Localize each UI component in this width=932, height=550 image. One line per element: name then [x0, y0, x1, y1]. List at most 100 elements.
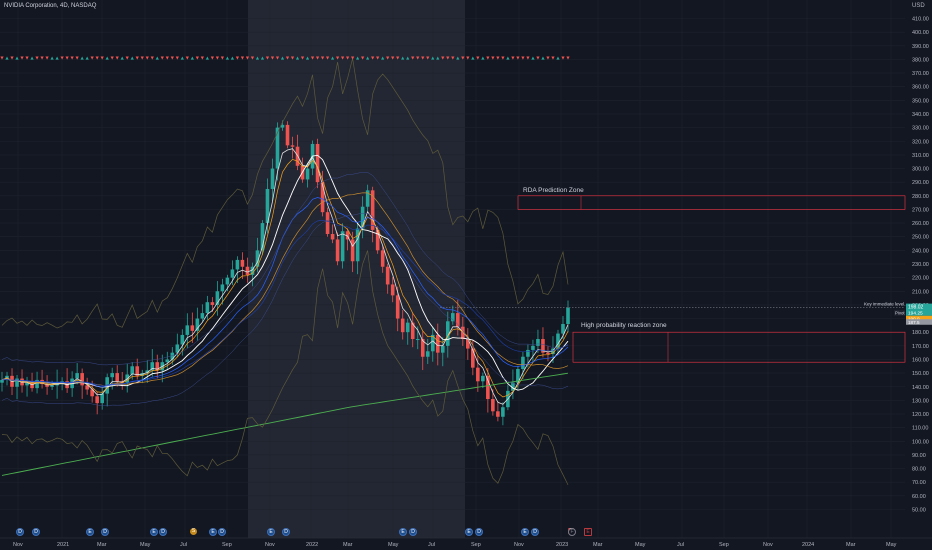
dividend-event-icon[interactable]: D — [531, 528, 539, 536]
signal-marker — [486, 56, 490, 60]
pivot-tag-label: Pivot — [895, 311, 905, 316]
earnings-event-icon[interactable]: E — [209, 528, 217, 536]
y-tick-label: 250.00 — [912, 235, 929, 241]
signal-marker — [526, 56, 530, 60]
signal-marker — [280, 56, 285, 60]
signal-marker — [60, 56, 64, 60]
dividend-event-icon[interactable]: D — [409, 528, 417, 536]
y-tick-label: 380.00 — [912, 57, 929, 63]
candle — [0, 379, 4, 383]
signal-marker — [230, 56, 235, 60]
candle — [240, 259, 245, 267]
y-tick-label: 370.00 — [912, 71, 929, 77]
candle — [561, 324, 565, 334]
dividend-event-icon[interactable]: D — [32, 528, 40, 536]
signal-marker — [115, 56, 119, 60]
price-badge — [906, 315, 932, 322]
dividend-event-icon[interactable]: D — [282, 528, 290, 536]
signal-marker — [426, 56, 430, 60]
signal-marker — [516, 56, 520, 60]
candle — [110, 373, 114, 378]
band-inner-lower-line — [1, 213, 569, 407]
signal-marker — [55, 56, 59, 60]
split-event-icon[interactable]: S — [190, 528, 197, 535]
future-event-icon[interactable]: F — [568, 528, 576, 536]
candle — [290, 145, 295, 147]
candle — [250, 266, 255, 275]
signal-marker — [40, 56, 44, 60]
signal-marker — [265, 56, 270, 60]
dividend-event-icon[interactable]: D — [218, 528, 226, 536]
y-tick-label: 60.00 — [912, 494, 926, 500]
signal-marker — [496, 56, 500, 60]
ema-blue-line — [1, 197, 569, 388]
x-tick-label: Mar — [593, 542, 603, 548]
signal-marker — [511, 56, 515, 60]
candles — [0, 120, 570, 426]
candle — [476, 367, 480, 382]
y-tick-label: 110.00 — [912, 426, 928, 432]
candle — [445, 321, 450, 346]
candle — [551, 348, 555, 355]
candle — [375, 229, 380, 251]
signal-marker — [551, 56, 555, 60]
signal-marker — [310, 56, 315, 60]
dividend-event-icon[interactable]: D — [16, 528, 24, 536]
signal-marker — [85, 56, 89, 60]
signal-marker — [361, 56, 365, 60]
signal-marker — [65, 56, 69, 60]
earnings-event-icon[interactable]: E — [521, 528, 529, 536]
candle — [185, 325, 190, 335]
signal-marker — [561, 56, 565, 60]
x-tick-label: Nov — [265, 542, 275, 548]
signal-marker — [521, 56, 525, 60]
dividend-event-icon[interactable]: D — [159, 528, 167, 536]
signal-marker — [120, 56, 124, 60]
earnings-event-icon[interactable]: E — [465, 528, 473, 536]
signal-marker — [95, 56, 99, 60]
signal-marker — [45, 56, 49, 60]
earnings-event-icon[interactable]: E — [86, 528, 94, 536]
signal-marker — [546, 56, 550, 60]
signal-marker — [275, 56, 280, 60]
signal-marker — [436, 56, 440, 60]
signal-marker — [50, 56, 54, 60]
candle — [95, 396, 99, 404]
earnings-event-icon[interactable]: E — [584, 528, 592, 536]
earnings-event-icon[interactable]: E — [150, 528, 158, 536]
candle — [541, 339, 545, 353]
x-tick-label: 2023 — [556, 542, 568, 548]
dividend-event-icon[interactable]: D — [101, 528, 109, 536]
x-tick-label: May — [886, 542, 897, 548]
signal-marker — [150, 56, 154, 60]
candle — [330, 233, 335, 240]
y-tick-label: 230.00 — [912, 262, 929, 268]
earnings-event-icon[interactable]: E — [267, 528, 275, 536]
candle — [546, 352, 550, 355]
candle — [90, 389, 94, 397]
earnings-event-icon[interactable]: E — [399, 528, 407, 536]
signal-marker — [100, 56, 104, 60]
dividend-event-icon[interactable]: D — [475, 528, 483, 536]
signal-marker — [160, 56, 164, 60]
pivot-badge-label: 194.25 — [908, 311, 923, 317]
signal-marker — [190, 56, 194, 60]
signal-marker — [140, 56, 144, 60]
candle — [340, 231, 345, 262]
candle — [175, 344, 180, 353]
y-tick-label: 350.00 — [912, 98, 929, 104]
signal-marker — [170, 56, 174, 60]
candle — [270, 168, 275, 189]
signal-marker — [75, 56, 79, 60]
x-tick-label: May — [140, 542, 151, 548]
signal-marker — [431, 56, 435, 60]
candle — [150, 362, 155, 371]
candle — [165, 359, 170, 363]
signal-marker — [541, 56, 545, 60]
signal-marker — [245, 56, 250, 60]
signal-marker — [396, 56, 400, 60]
rda-zone-box — [517, 195, 906, 210]
candle — [370, 190, 375, 230]
signal-marker — [461, 56, 465, 60]
